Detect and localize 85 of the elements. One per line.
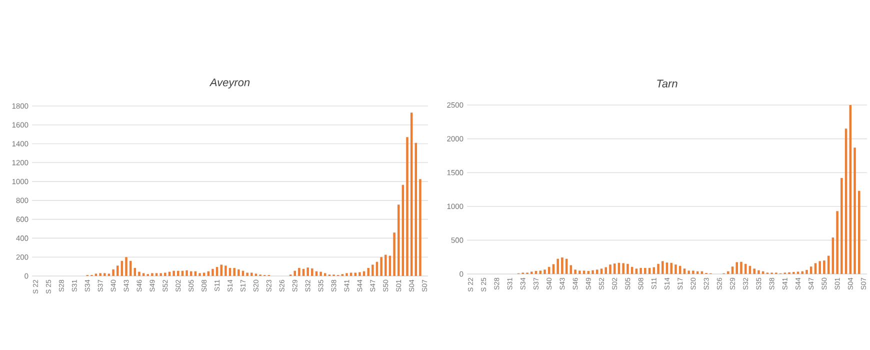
bar bbox=[151, 273, 154, 276]
bar bbox=[238, 269, 240, 276]
bar bbox=[574, 270, 576, 274]
bar bbox=[155, 273, 158, 276]
bar bbox=[582, 270, 586, 274]
bar bbox=[644, 268, 646, 274]
bar bbox=[202, 272, 206, 276]
bar bbox=[160, 273, 162, 276]
bar bbox=[406, 137, 408, 276]
bar bbox=[544, 270, 546, 274]
bar bbox=[367, 268, 370, 276]
bar bbox=[380, 257, 382, 276]
bar bbox=[104, 273, 106, 276]
bar bbox=[388, 256, 392, 276]
bar bbox=[854, 148, 856, 274]
bar bbox=[600, 268, 603, 274]
bar bbox=[818, 261, 821, 274]
bar bbox=[198, 273, 201, 276]
bar bbox=[657, 264, 660, 274]
bar bbox=[177, 270, 180, 276]
bar bbox=[604, 267, 607, 274]
bar bbox=[164, 272, 166, 276]
bar bbox=[250, 272, 253, 276]
bar bbox=[652, 267, 656, 274]
bar bbox=[858, 190, 860, 274]
bar bbox=[801, 271, 804, 274]
bar bbox=[640, 268, 642, 274]
bar bbox=[823, 260, 826, 274]
bar bbox=[112, 269, 114, 276]
bar bbox=[622, 263, 624, 274]
bar bbox=[172, 270, 175, 276]
bar bbox=[561, 257, 564, 274]
bar bbox=[692, 270, 694, 274]
chart-title: Aveyron bbox=[209, 78, 250, 88]
bar bbox=[294, 270, 296, 276]
bar bbox=[224, 266, 227, 276]
bar bbox=[688, 270, 690, 274]
bar bbox=[320, 272, 322, 276]
bar bbox=[358, 272, 361, 276]
bar bbox=[578, 270, 581, 274]
bar bbox=[393, 232, 396, 276]
bar bbox=[116, 266, 119, 276]
bar bbox=[556, 258, 559, 274]
bar bbox=[306, 267, 309, 276]
bar bbox=[138, 272, 140, 276]
bar bbox=[125, 257, 128, 276]
bar bbox=[298, 268, 300, 276]
bar bbox=[354, 272, 357, 276]
bar bbox=[609, 264, 612, 274]
bar bbox=[311, 268, 314, 276]
chart-title: Tarn bbox=[657, 80, 678, 88]
bar bbox=[674, 264, 677, 274]
bar bbox=[246, 272, 248, 276]
bar bbox=[836, 211, 838, 274]
bar bbox=[212, 268, 214, 276]
bar bbox=[168, 272, 171, 276]
bar bbox=[758, 270, 760, 274]
bar bbox=[539, 270, 542, 274]
bar bbox=[384, 254, 387, 276]
bar bbox=[324, 273, 326, 276]
bar bbox=[740, 262, 742, 274]
bar bbox=[626, 264, 629, 274]
bar bbox=[592, 270, 594, 274]
bar bbox=[419, 179, 422, 276]
bar bbox=[661, 261, 664, 274]
bar bbox=[99, 273, 102, 276]
bar bbox=[806, 270, 808, 274]
bar bbox=[736, 262, 738, 274]
bar bbox=[726, 271, 730, 274]
bar bbox=[635, 268, 638, 274]
bar bbox=[596, 270, 598, 274]
bar bbox=[683, 268, 686, 274]
bar bbox=[814, 263, 817, 274]
bar bbox=[840, 178, 843, 274]
bar bbox=[186, 270, 188, 276]
bar bbox=[350, 272, 352, 276]
bar bbox=[753, 268, 756, 274]
bar bbox=[233, 268, 236, 276]
bar bbox=[346, 273, 348, 276]
bar bbox=[552, 264, 555, 274]
bar bbox=[142, 273, 145, 276]
bar bbox=[372, 264, 374, 276]
bar bbox=[670, 262, 672, 274]
bar bbox=[570, 265, 572, 274]
bar bbox=[220, 264, 222, 276]
